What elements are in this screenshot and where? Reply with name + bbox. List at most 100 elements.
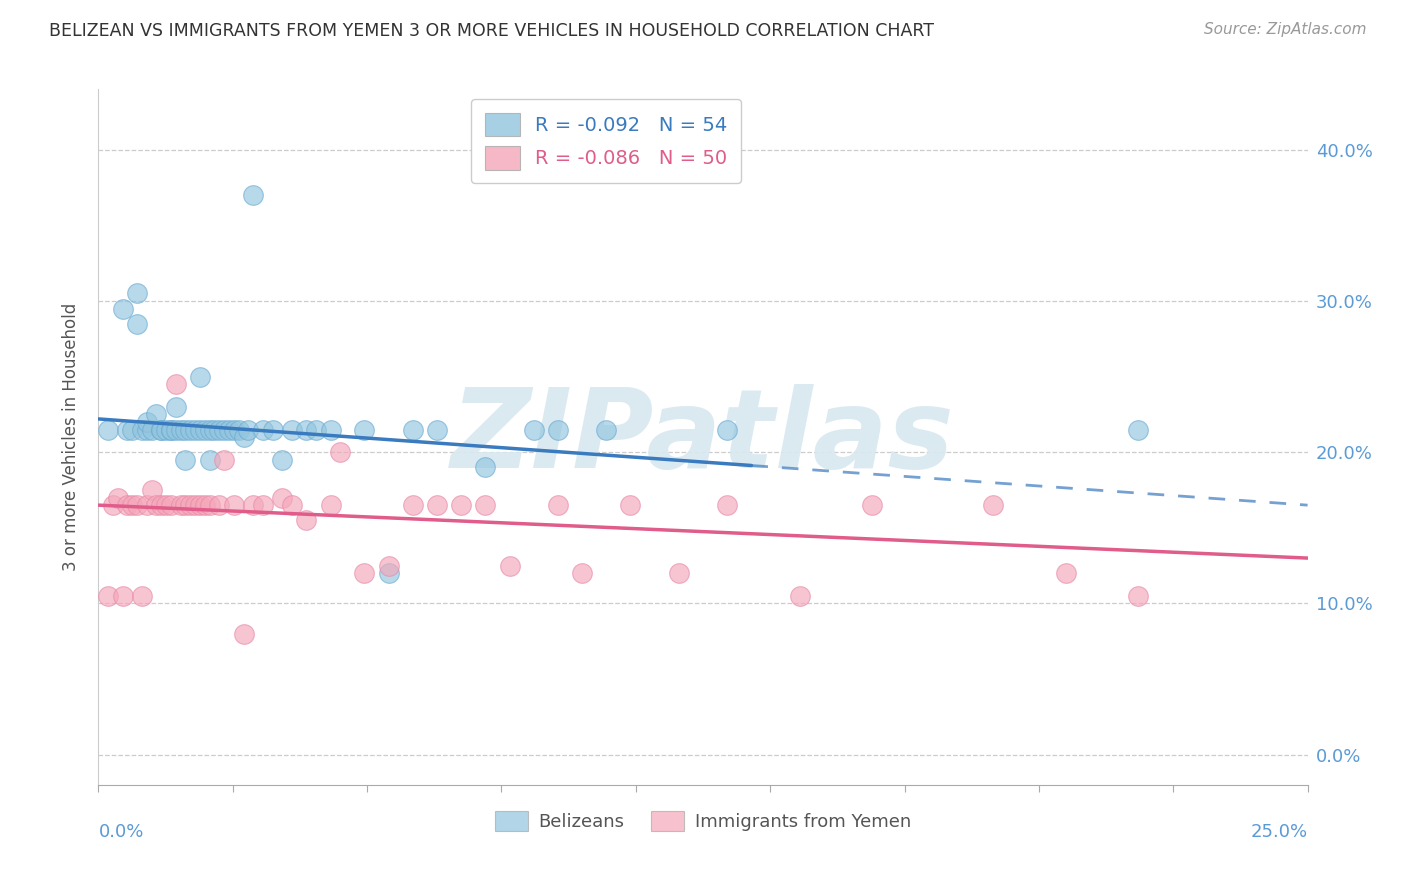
Point	[117, 423, 139, 437]
Legend: Belizeans, Immigrants from Yemen: Belizeans, Immigrants from Yemen	[488, 805, 918, 838]
Point	[242, 188, 264, 202]
Point	[271, 452, 294, 467]
Point	[155, 423, 177, 437]
Point	[218, 423, 240, 437]
Point	[145, 408, 167, 422]
Point	[426, 423, 449, 437]
Point	[127, 498, 149, 512]
Point	[222, 498, 245, 512]
Point	[619, 498, 641, 512]
Point	[198, 498, 221, 512]
Point	[135, 415, 157, 429]
Point	[668, 566, 690, 581]
Point	[523, 423, 546, 437]
Point	[1128, 589, 1150, 603]
Point	[204, 423, 226, 437]
Point	[353, 423, 375, 437]
Point	[179, 498, 201, 512]
Point	[595, 423, 617, 437]
Point	[789, 589, 811, 603]
Point	[188, 498, 211, 512]
Point	[716, 423, 738, 437]
Point	[165, 400, 187, 414]
Point	[150, 498, 173, 512]
Point	[165, 423, 187, 437]
Point	[238, 423, 260, 437]
Point	[165, 377, 187, 392]
Point	[571, 566, 593, 581]
Point	[402, 423, 425, 437]
Point	[107, 491, 129, 505]
Point	[111, 589, 134, 603]
Point	[295, 513, 318, 527]
Point	[184, 498, 207, 512]
Point	[329, 445, 352, 459]
Point	[716, 498, 738, 512]
Point	[121, 423, 143, 437]
Point	[319, 498, 342, 512]
Point	[160, 498, 183, 512]
Point	[97, 589, 120, 603]
Point	[208, 498, 231, 512]
Point	[135, 423, 157, 437]
Point	[252, 498, 274, 512]
Point	[111, 301, 134, 316]
Point	[426, 498, 449, 512]
Point	[155, 498, 177, 512]
Point	[194, 498, 217, 512]
Point	[188, 423, 211, 437]
Point	[305, 423, 328, 437]
Point	[127, 317, 149, 331]
Point	[228, 423, 250, 437]
Point	[150, 423, 173, 437]
Point	[547, 423, 569, 437]
Point	[377, 566, 399, 581]
Point	[135, 498, 157, 512]
Point	[101, 498, 124, 512]
Point	[271, 491, 294, 505]
Point	[474, 498, 496, 512]
Point	[121, 498, 143, 512]
Point	[117, 498, 139, 512]
Point	[295, 423, 318, 437]
Point	[232, 626, 254, 640]
Point	[127, 286, 149, 301]
Point	[232, 430, 254, 444]
Point	[252, 423, 274, 437]
Point	[450, 498, 472, 512]
Point	[150, 423, 173, 437]
Point	[169, 423, 191, 437]
Text: Source: ZipAtlas.com: Source: ZipAtlas.com	[1204, 22, 1367, 37]
Point	[860, 498, 883, 512]
Point	[169, 498, 191, 512]
Point	[212, 423, 235, 437]
Text: ZIPatlas: ZIPatlas	[451, 384, 955, 491]
Point	[141, 423, 163, 437]
Point	[402, 498, 425, 512]
Point	[160, 423, 183, 437]
Point	[208, 423, 231, 437]
Point	[319, 423, 342, 437]
Point	[498, 558, 520, 573]
Point	[131, 589, 153, 603]
Point	[194, 423, 217, 437]
Point	[222, 423, 245, 437]
Point	[1054, 566, 1077, 581]
Point	[198, 452, 221, 467]
Point	[141, 483, 163, 497]
Point	[145, 498, 167, 512]
Text: BELIZEAN VS IMMIGRANTS FROM YEMEN 3 OR MORE VEHICLES IN HOUSEHOLD CORRELATION CH: BELIZEAN VS IMMIGRANTS FROM YEMEN 3 OR M…	[49, 22, 934, 40]
Point	[188, 369, 211, 384]
Point	[1128, 423, 1150, 437]
Point	[353, 566, 375, 581]
Point	[281, 498, 304, 512]
Point	[242, 498, 264, 512]
Point	[174, 498, 197, 512]
Point	[174, 423, 197, 437]
Point	[281, 423, 304, 437]
Point	[131, 423, 153, 437]
Y-axis label: 3 or more Vehicles in Household: 3 or more Vehicles in Household	[62, 303, 80, 571]
Point	[198, 423, 221, 437]
Point	[212, 452, 235, 467]
Point	[981, 498, 1004, 512]
